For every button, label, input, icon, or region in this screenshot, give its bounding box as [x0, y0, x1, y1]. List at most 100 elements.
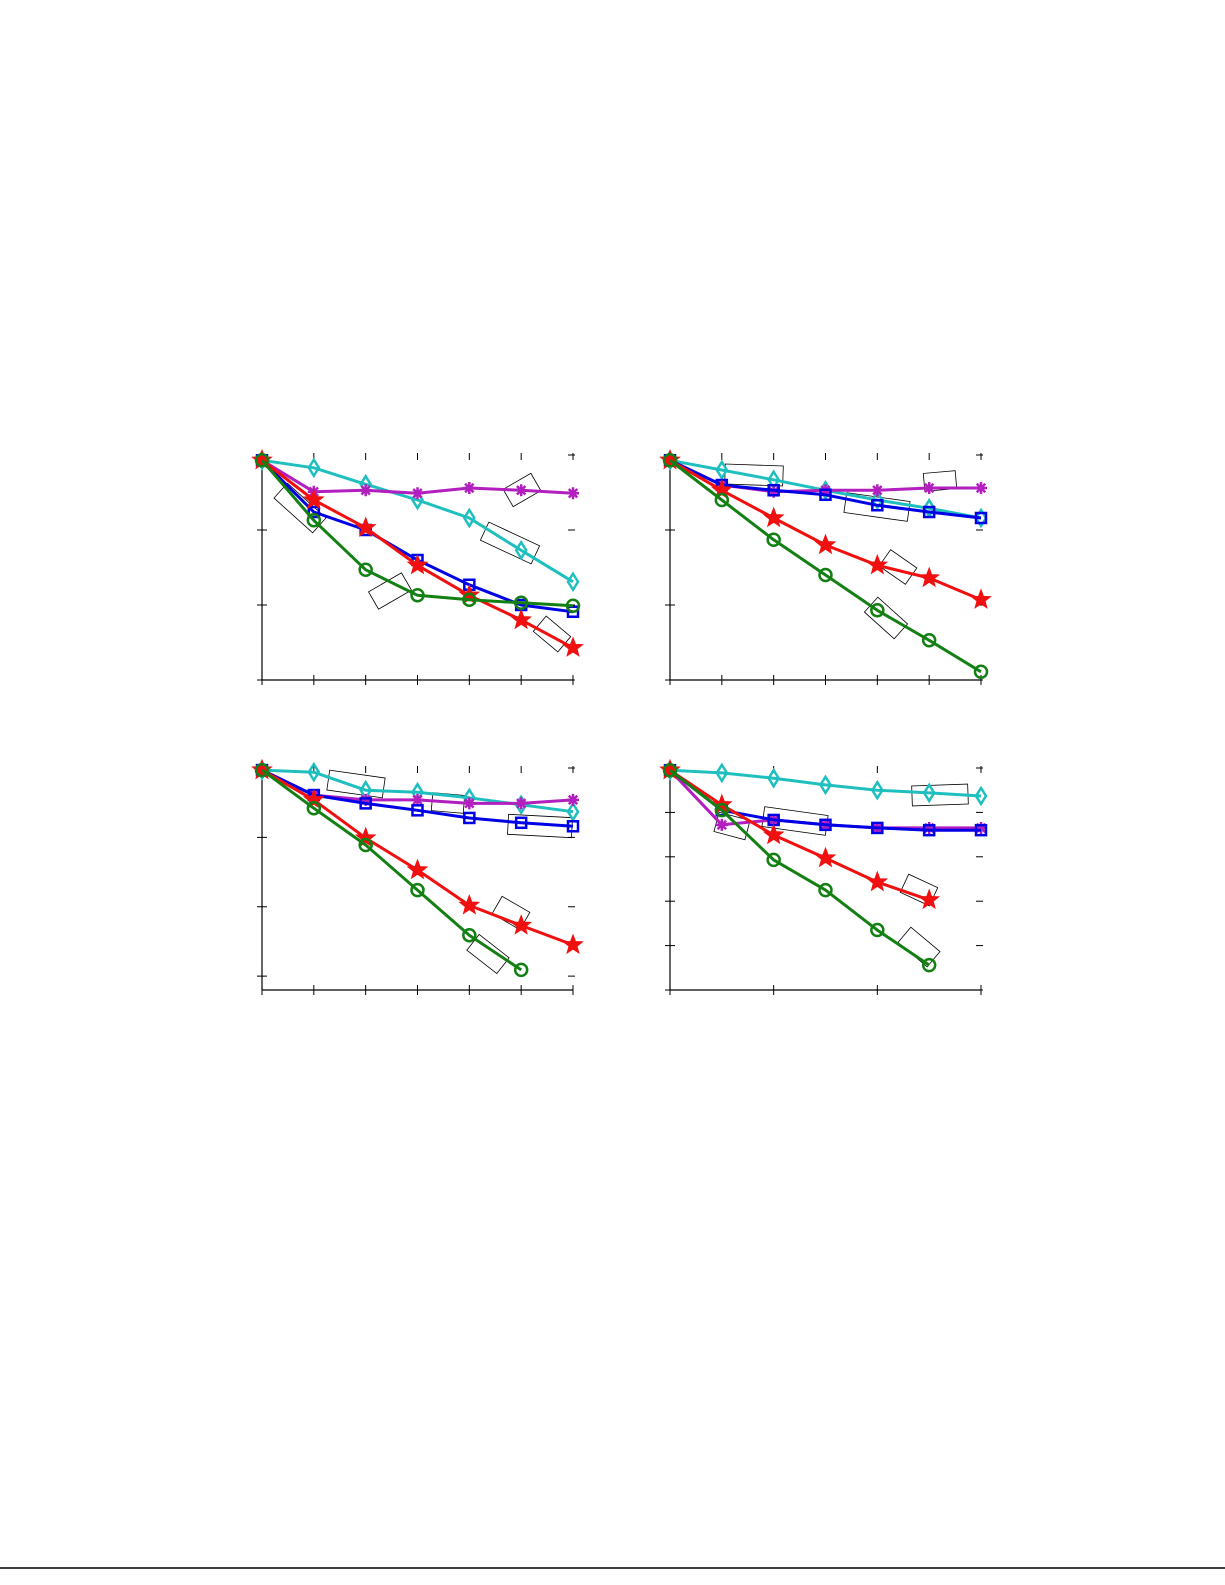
marker [302, 488, 325, 510]
marker [254, 453, 270, 468]
series-line [261, 458, 574, 584]
marker [974, 507, 988, 529]
marker [766, 532, 781, 547]
marker [714, 492, 730, 508]
series-line [260, 459, 574, 608]
annotation-box [466, 933, 510, 975]
marker [513, 962, 529, 978]
marker [762, 823, 785, 845]
marker [921, 633, 937, 648]
series-line [669, 769, 931, 967]
marker [514, 539, 528, 561]
marker [975, 821, 987, 834]
chart [659, 448, 992, 685]
series-line [261, 768, 523, 972]
marker [358, 562, 373, 577]
chart [251, 448, 584, 685]
marker [463, 797, 476, 810]
marker [715, 818, 728, 831]
marker [866, 553, 889, 575]
marker [871, 821, 884, 835]
marker [871, 499, 884, 512]
marker [514, 816, 528, 830]
marker [410, 588, 425, 603]
marker [254, 762, 270, 778]
marker [870, 922, 885, 938]
marker [406, 858, 429, 880]
marker [921, 957, 937, 973]
marker [410, 882, 425, 898]
annotation-boxes [273, 463, 969, 975]
marker [818, 567, 833, 583]
marker [715, 762, 729, 784]
marker [307, 457, 321, 479]
marker [302, 788, 325, 810]
marker [922, 505, 936, 519]
marker [819, 488, 832, 501]
marker [411, 487, 424, 500]
marker [922, 782, 936, 804]
marker [513, 595, 529, 610]
marker [307, 505, 321, 519]
marker [510, 608, 533, 630]
annotation-box [863, 596, 909, 640]
marker [515, 484, 528, 497]
marker [866, 870, 889, 892]
marker [714, 802, 730, 818]
marker [462, 507, 476, 529]
marker [923, 482, 936, 494]
marker [359, 797, 372, 810]
series-line [669, 768, 930, 902]
marker [974, 823, 988, 837]
marker [306, 800, 322, 816]
marker [918, 566, 941, 588]
marker [922, 823, 936, 837]
marker [306, 513, 322, 528]
marker [566, 820, 580, 833]
marker [715, 459, 729, 481]
marker [354, 826, 377, 848]
marker [251, 758, 273, 780]
marker [662, 453, 678, 468]
marker [871, 484, 884, 497]
marker [359, 484, 372, 497]
marker [566, 801, 580, 823]
marker [814, 846, 837, 868]
marker [819, 774, 832, 796]
marker [463, 482, 476, 494]
marker [565, 598, 581, 613]
marker [974, 785, 988, 807]
marker [411, 804, 424, 817]
marker [510, 914, 533, 935]
chart [251, 758, 584, 995]
marker [975, 482, 987, 494]
marker [970, 588, 992, 609]
marker [307, 761, 321, 783]
marker [462, 592, 477, 607]
marker [659, 448, 681, 470]
marker [462, 927, 477, 943]
chart [659, 758, 988, 995]
annotation-box [326, 769, 386, 799]
marker [974, 511, 988, 525]
marker [870, 779, 884, 801]
marker [566, 571, 580, 593]
marker [358, 837, 373, 853]
marker [411, 793, 424, 806]
marker [819, 818, 832, 832]
marker [562, 933, 584, 955]
marker [566, 605, 580, 618]
marker [659, 758, 681, 780]
marker [562, 636, 584, 657]
marker [662, 762, 678, 778]
marker [973, 664, 989, 679]
series-line [669, 459, 982, 674]
marker [767, 767, 781, 789]
marker [814, 533, 837, 555]
marker [354, 516, 377, 537]
marker [918, 888, 941, 910]
marker [406, 553, 429, 575]
marker [870, 603, 885, 618]
series-line [669, 768, 982, 798]
marker [463, 811, 476, 825]
